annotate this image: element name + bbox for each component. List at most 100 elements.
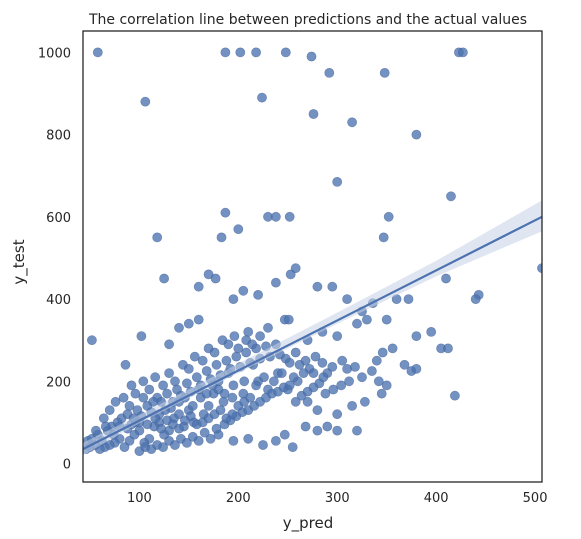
scatter-point (377, 389, 386, 398)
scatter-point (202, 366, 211, 375)
scatter-point (319, 373, 328, 382)
scatter-point (258, 440, 267, 449)
scatter-point (388, 344, 397, 353)
scatter-point (333, 410, 342, 419)
scatter-point (246, 393, 255, 402)
scatter-point (188, 401, 197, 410)
y-tick-label: 600 (46, 211, 71, 226)
scatter-point (204, 401, 213, 410)
scatter-point (228, 393, 237, 402)
scatter-point (230, 332, 239, 341)
scatter-point (210, 348, 219, 357)
scatter-point (149, 397, 158, 406)
scatter-point (285, 358, 294, 367)
scatter-point (348, 401, 357, 410)
scatter-point (313, 406, 322, 415)
scatter-point (206, 434, 215, 443)
scatter-point (313, 426, 322, 435)
scatter-point (328, 282, 337, 291)
scatter-point (165, 369, 174, 378)
scatter-point (99, 414, 108, 423)
scatter-point (119, 393, 128, 402)
y-tick-label: 400 (46, 293, 71, 308)
scatter-point (291, 348, 300, 357)
scatter-point (229, 295, 238, 304)
scatter-point (352, 426, 361, 435)
scatter-point (277, 369, 286, 378)
scatter-point (357, 373, 366, 382)
scatter-point (301, 422, 310, 431)
scatter-point (450, 391, 459, 400)
scatter-point (412, 364, 421, 373)
scatter-point (328, 362, 337, 371)
scatter-point (307, 52, 316, 61)
y-tick-label: 200 (46, 375, 71, 390)
scatter-point (271, 212, 280, 221)
scatter-point (232, 352, 241, 361)
scatter-point (372, 356, 381, 365)
scatter-point (153, 233, 162, 242)
scatter-point (333, 177, 342, 186)
scatter-point (252, 381, 261, 390)
scatter-point (240, 377, 249, 386)
scatter-point (309, 369, 318, 378)
scatter-point (224, 340, 233, 349)
x-axis-label: y_pred (283, 514, 334, 533)
scatter-point (271, 436, 280, 445)
scatter-point (256, 332, 265, 341)
scatter-point (159, 381, 168, 390)
scatter-point (192, 373, 201, 382)
x-axis-ticks: 100 200 300 400 500 (127, 491, 548, 506)
scatter-point (291, 264, 300, 273)
scatter-point (254, 290, 263, 299)
scatter-point (194, 315, 203, 324)
scatter-point (186, 412, 195, 421)
x-tick-label: 100 (127, 491, 152, 506)
scatter-point (139, 377, 148, 386)
scatter-point (458, 48, 467, 57)
scatter-point (301, 356, 310, 365)
scatter-point (234, 225, 243, 234)
scatter-point (362, 315, 371, 324)
scatter-point (211, 274, 220, 283)
scatter-point (137, 332, 146, 341)
scatter-point (318, 358, 327, 367)
scatter-point (380, 68, 389, 77)
scatter-point (285, 212, 294, 221)
scatter-point (143, 420, 152, 429)
scatter-point (127, 381, 136, 390)
scatter-point (222, 356, 231, 365)
scatter-point (374, 377, 383, 386)
scatter-point (229, 381, 238, 390)
scatter-point (471, 295, 480, 304)
scatter-point (281, 48, 290, 57)
scatter-point (404, 295, 413, 304)
y-tick-label: 0 (63, 457, 71, 472)
scatter-point (441, 274, 450, 283)
scatter-point (105, 406, 114, 415)
y-axis-label: y_test (10, 239, 29, 284)
scatter-point (285, 381, 294, 390)
scatter-point (221, 48, 230, 57)
scatter-point (174, 323, 183, 332)
scatter-point (360, 397, 369, 406)
scatter-point (228, 410, 237, 419)
chart-title: The correlation line between predictions… (88, 12, 527, 28)
scatter-point (284, 315, 293, 324)
x-tick-label: 500 (523, 491, 548, 506)
scatter-point (325, 68, 334, 77)
scatter-point (101, 422, 110, 431)
scatter-point (352, 319, 361, 328)
scatter-point (87, 336, 96, 345)
scatter-point (309, 109, 318, 118)
scatter-point (427, 327, 436, 336)
scatter-point (91, 426, 100, 435)
scatter-point (165, 340, 174, 349)
scatter-point (288, 443, 297, 452)
scatter-point (244, 434, 253, 443)
scatter-point (139, 393, 148, 402)
scatter-point (269, 377, 278, 386)
scatter-point (229, 436, 238, 445)
scatter-point (412, 332, 421, 341)
scatter-point (151, 373, 160, 382)
